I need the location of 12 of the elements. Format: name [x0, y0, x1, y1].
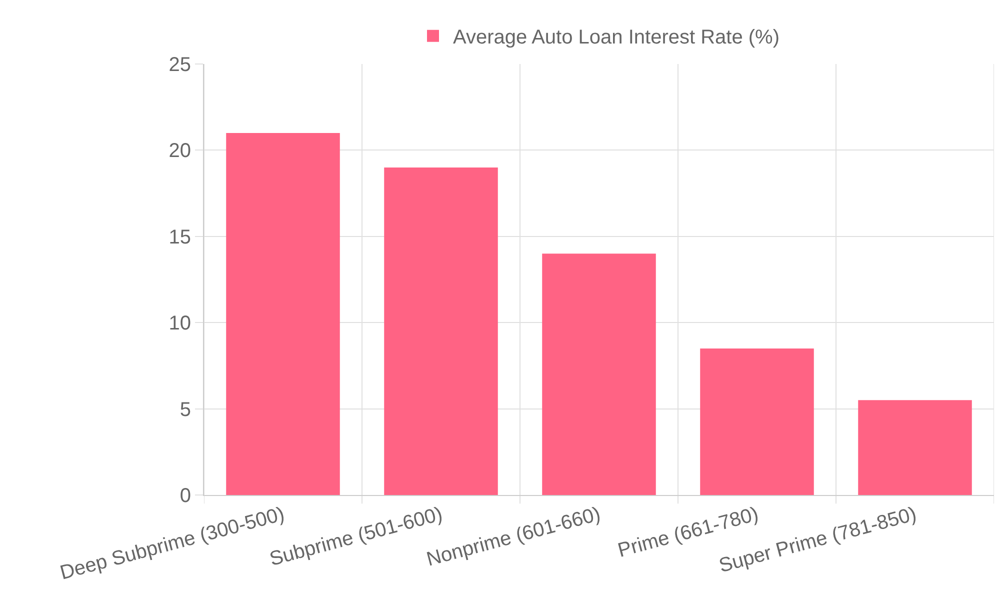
legend-label: Average Auto Loan Interest Rate (%) [453, 26, 780, 49]
y-tick-label: 5 [180, 398, 191, 421]
bar [226, 132, 340, 495]
y-tick-label: 25 [168, 54, 191, 76]
y-tick-label: 0 [180, 485, 191, 507]
bar [542, 254, 656, 495]
bar [384, 167, 498, 495]
bar [700, 348, 814, 495]
y-tick-label: 15 [168, 226, 191, 248]
bar [858, 400, 972, 495]
y-tick-label: 20 [168, 140, 191, 162]
y-tick-label: 10 [168, 312, 191, 335]
